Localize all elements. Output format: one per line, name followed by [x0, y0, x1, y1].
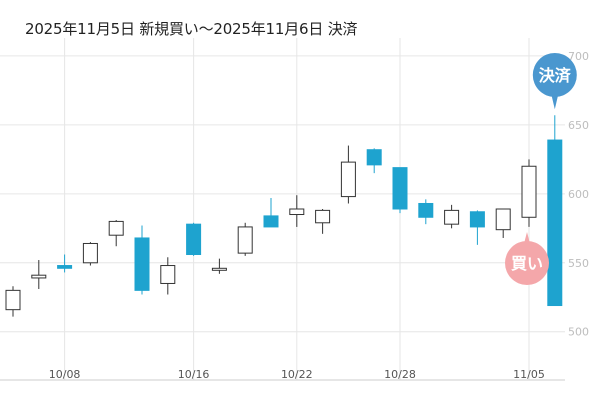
candle: [495, 208, 511, 238]
candle: [31, 260, 47, 289]
candle-body: [366, 149, 382, 166]
candle: [469, 210, 485, 245]
candles: [5, 115, 563, 317]
y-tick-label: 650: [568, 119, 589, 132]
x-tick-label: 11/05: [513, 368, 545, 381]
sell-marker: 決済: [532, 53, 577, 110]
x-tick-label: 10/28: [384, 368, 416, 381]
candle: [444, 204, 460, 229]
x-tick-label: 10/08: [49, 368, 81, 381]
candle-body: [82, 242, 98, 264]
y-tick-label: 550: [568, 257, 589, 270]
candle-body: [108, 220, 124, 236]
candle: [418, 199, 434, 225]
buy-marker: 買い: [505, 232, 549, 285]
candle: [237, 222, 253, 256]
candle-body: [263, 215, 279, 228]
candle-body: [315, 209, 331, 224]
candle-body: [31, 274, 47, 279]
candle: [315, 209, 331, 234]
candle: [82, 242, 98, 266]
y-axis-ticks: 500 550 600 650 700: [568, 50, 589, 339]
candle-body: [5, 289, 21, 311]
candle-body: [340, 161, 356, 198]
grid-lines: [0, 38, 565, 381]
y-tick-label: 500: [568, 326, 589, 339]
candle: [57, 254, 73, 273]
candle-body: [521, 165, 537, 218]
candle-body: [160, 265, 176, 284]
x-tick-label: 10/22: [281, 368, 313, 381]
candle-body: [547, 139, 563, 307]
candle-body: [211, 267, 227, 271]
candle-body: [392, 167, 408, 210]
candle: [547, 115, 563, 307]
candle-body: [289, 208, 305, 216]
callout-badge: [505, 241, 549, 285]
candle-body: [418, 202, 434, 218]
candle-body: [237, 226, 253, 254]
candle: [366, 148, 382, 174]
candle: [289, 195, 305, 227]
candle-body: [469, 211, 485, 228]
y-tick-label: 600: [568, 188, 589, 201]
candle: [340, 145, 356, 204]
candle: [186, 222, 202, 256]
candle: [211, 258, 227, 274]
candle: [263, 197, 279, 228]
x-axis-ticks: 10/08 10/16 10/22 10/28 11/05: [49, 368, 545, 381]
candle: [521, 159, 537, 227]
candle-body: [134, 237, 150, 291]
candle: [5, 286, 21, 317]
candle-body: [444, 209, 460, 225]
y-tick-label: 700: [568, 50, 589, 63]
chart-title: 2025年11月5日 新規買い〜2025年11月6日 決済: [25, 20, 358, 38]
x-tick-label: 10/16: [178, 368, 210, 381]
buy-marker-label: 買い: [511, 254, 543, 273]
candle: [108, 220, 124, 247]
candle: [134, 225, 150, 295]
candle-body: [186, 223, 202, 256]
sell-marker-label: 決済: [539, 66, 572, 85]
callout-badge: [532, 53, 577, 97]
candle-body: [57, 265, 73, 269]
candle-body: [495, 208, 511, 231]
candle: [392, 167, 408, 214]
candle: [160, 257, 176, 295]
